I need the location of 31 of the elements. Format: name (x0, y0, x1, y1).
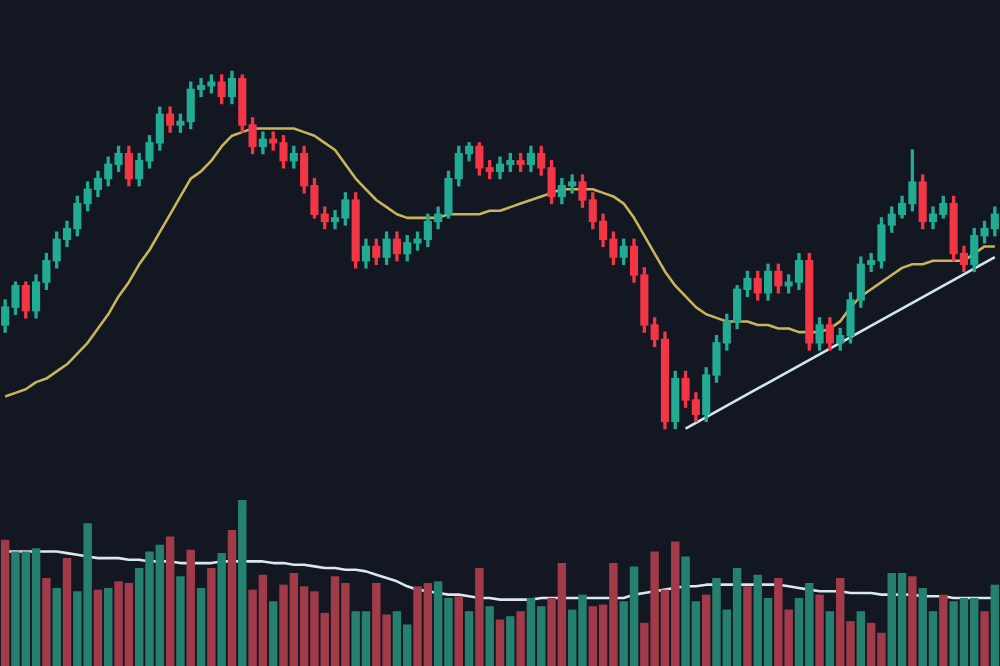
bar (495, 619, 505, 666)
bar (743, 586, 752, 666)
bar (186, 549, 195, 666)
bar (908, 576, 917, 666)
bar (825, 611, 835, 666)
bar (176, 576, 185, 666)
bar (990, 584, 1000, 666)
bar (238, 500, 247, 666)
bar (980, 611, 989, 666)
bar (464, 611, 474, 666)
bar (506, 616, 515, 666)
bar (165, 536, 175, 666)
bar (815, 594, 824, 666)
bar (485, 606, 494, 666)
bar (475, 568, 484, 666)
bar (454, 596, 463, 666)
bar (939, 594, 948, 666)
bar (196, 587, 206, 666)
bar (52, 587, 61, 666)
bar (227, 529, 237, 666)
bar (0, 539, 10, 666)
bar (701, 594, 711, 666)
bar (856, 611, 866, 666)
bar (516, 611, 525, 666)
bar (217, 553, 226, 666)
bar (268, 601, 278, 666)
bar (42, 578, 51, 666)
bar (207, 568, 216, 666)
bar (93, 589, 103, 666)
bar (62, 558, 72, 666)
bar (104, 587, 113, 666)
